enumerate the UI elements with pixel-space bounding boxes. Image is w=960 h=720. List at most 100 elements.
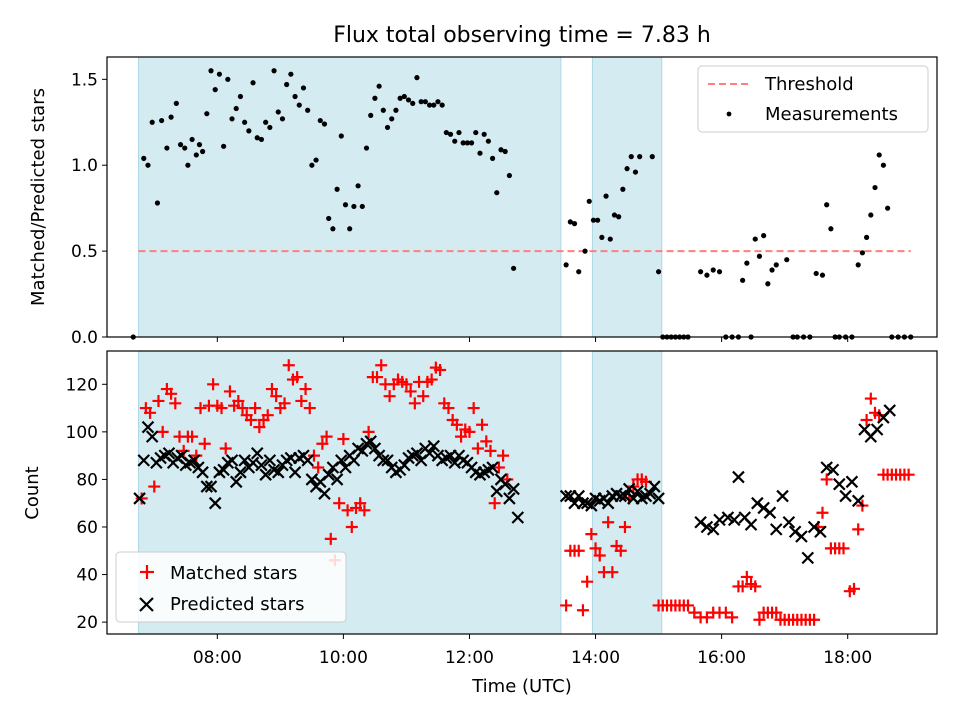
- measurement-point: [189, 136, 195, 143]
- predicted-star-marker: [503, 492, 516, 505]
- measurement-point: [254, 135, 260, 141]
- measurement-point: [363, 145, 370, 151]
- measurement-point: [616, 214, 622, 220]
- matched-star-marker: [471, 442, 484, 455]
- measurement-point: [288, 71, 294, 77]
- matched-star-marker: [354, 497, 367, 510]
- measurement-point: [145, 162, 151, 168]
- predicted-star-marker: [196, 466, 209, 479]
- measurement-point: [321, 121, 328, 127]
- matched-star-marker: [488, 497, 501, 510]
- measurement-point: [489, 155, 496, 161]
- measurement-point: [765, 281, 771, 287]
- matched-star-marker: [270, 390, 283, 403]
- predicted-star-marker: [782, 515, 796, 529]
- measurement-point: [582, 248, 588, 254]
- measurement-point: [173, 100, 179, 106]
- measurement-point: [250, 80, 256, 86]
- measurement-point: [389, 116, 395, 122]
- matched-stars-markers: [135, 359, 915, 626]
- measurement-point: [506, 172, 512, 179]
- matched-stars-legend-label: Matched stars: [170, 563, 297, 584]
- predicted-star-marker: [335, 454, 348, 467]
- predicted-star-marker: [234, 466, 247, 479]
- measurement-point: [828, 226, 834, 232]
- matched-star-marker: [194, 402, 207, 415]
- measurement-point: [744, 260, 750, 266]
- measurement-point: [401, 93, 407, 100]
- predicted-star-marker: [200, 480, 214, 493]
- measurement-point: [456, 129, 462, 136]
- measurement-point: [431, 102, 437, 108]
- matched-star-marker: [165, 387, 178, 400]
- matched-star-marker: [864, 392, 877, 405]
- measurement-point: [716, 269, 723, 275]
- matched-star-marker: [337, 432, 350, 445]
- measurement-point: [752, 236, 758, 242]
- measurement-point: [502, 148, 508, 155]
- predicted-star-marker: [288, 466, 302, 479]
- predicted-star-marker: [255, 458, 268, 472]
- bottom-y-ticks: 20 40 60 80 100 120: [66, 375, 107, 633]
- measurement-point: [258, 136, 265, 143]
- top-legend: Threshold Measurements: [697, 65, 929, 133]
- predicted-star-marker: [486, 461, 499, 474]
- x-tick-label: 16:00: [697, 648, 746, 668]
- measurement-point: [410, 100, 416, 106]
- predicted-stars-markers: [133, 404, 896, 565]
- measurement-point: [414, 75, 420, 81]
- top-y-ticks: 0.0 0.5 1.0 1.5: [71, 70, 107, 348]
- matched-star-marker: [572, 544, 585, 557]
- predicted-star-marker: [364, 435, 377, 448]
- measurement-point: [576, 269, 582, 275]
- measurement-point: [347, 226, 353, 232]
- matched-star-marker: [902, 468, 915, 481]
- predicted-star-marker: [271, 466, 285, 479]
- measurement-point: [494, 190, 500, 196]
- matched-star-marker: [333, 497, 346, 510]
- measurement-point: [447, 131, 454, 137]
- predicted-star-marker: [769, 523, 783, 536]
- predicted-star-marker: [187, 454, 201, 467]
- matched-star-marker: [358, 504, 371, 517]
- matched-star-marker: [299, 383, 312, 396]
- matched-star-marker: [497, 449, 510, 462]
- measurement-point: [384, 124, 391, 131]
- measurement-point: [649, 154, 655, 160]
- predicted-star-marker: [795, 530, 808, 543]
- measurement-point: [279, 116, 286, 122]
- top-plot-frame: [106, 56, 938, 338]
- measurement-point: [481, 131, 487, 137]
- measurement-point: [784, 257, 790, 263]
- matched-star-marker: [265, 383, 278, 396]
- measurement-point: [761, 233, 767, 239]
- matched-star-marker: [860, 413, 873, 426]
- measurement-point: [380, 107, 386, 113]
- predicted-star-marker: [145, 430, 159, 443]
- matched-star-marker: [278, 397, 291, 410]
- matched-star-marker: [873, 409, 886, 422]
- measurement-point: [819, 272, 826, 278]
- y-tick-label: 1.0: [71, 156, 98, 176]
- matched-star-marker: [324, 532, 337, 545]
- threshold-legend-label: Threshold: [764, 74, 854, 95]
- matched-star-marker: [156, 425, 169, 438]
- top-panel: 0.0 0.5 1.0 1.5 Matched/Predicted stars Thr…: [28, 56, 938, 348]
- measurement-point: [372, 95, 378, 101]
- measurement-point: [872, 184, 878, 191]
- measurement-point: [624, 166, 630, 172]
- measurement-point: [426, 102, 433, 108]
- predicted-star-marker: [208, 496, 222, 510]
- y-tick-label: 0.5: [71, 242, 98, 262]
- predicted-star-marker: [229, 475, 243, 489]
- measurement-point: [460, 140, 466, 146]
- measurement-point: [740, 277, 746, 283]
- x-tick-label: 18:00: [823, 648, 872, 668]
- measurement-point: [309, 162, 315, 168]
- measurement-point: [473, 129, 479, 136]
- y-tick-label: 1.5: [71, 70, 98, 90]
- matched-star-marker: [484, 444, 497, 457]
- predicted-star-marker: [322, 468, 335, 481]
- measurement-point: [168, 114, 174, 120]
